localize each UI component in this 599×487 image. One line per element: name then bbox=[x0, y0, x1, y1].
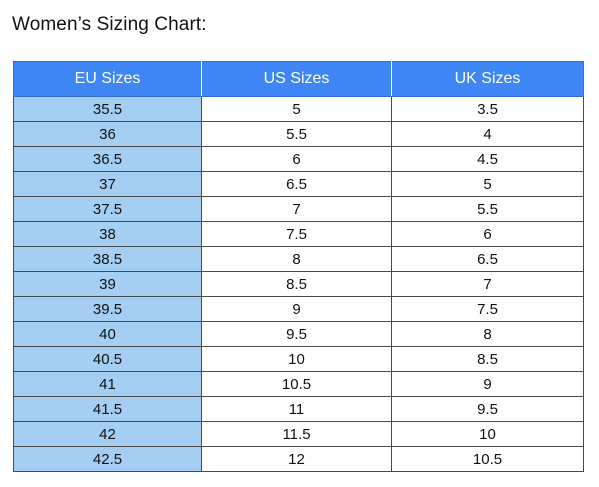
us-size-cell: 6.5 bbox=[201, 171, 392, 197]
us-size-cell: 5.5 bbox=[201, 121, 392, 147]
uk-size-cell: 6.5 bbox=[391, 246, 584, 272]
uk-size-cell: 10.5 bbox=[391, 446, 584, 472]
us-size-cell: 8.5 bbox=[201, 271, 392, 297]
table-row: 36 5.5 4 bbox=[13, 121, 584, 147]
eu-size-cell: 36.5 bbox=[13, 146, 202, 172]
us-size-cell: 6 bbox=[201, 146, 392, 172]
eu-size-cell: 39 bbox=[13, 271, 202, 297]
uk-size-cell: 6 bbox=[391, 221, 584, 247]
us-size-cell: 10.5 bbox=[201, 371, 392, 397]
table-row: 38.5 8 6.5 bbox=[13, 246, 584, 272]
table-row: 40.5 10 8.5 bbox=[13, 346, 584, 372]
table-row: 39.5 9 7.5 bbox=[13, 296, 584, 322]
us-size-cell: 9 bbox=[201, 296, 392, 322]
uk-size-cell: 7.5 bbox=[391, 296, 584, 322]
eu-size-cell: 41 bbox=[13, 371, 202, 397]
us-size-cell: 7 bbox=[201, 196, 392, 222]
uk-size-cell: 5 bbox=[391, 171, 584, 197]
eu-size-cell: 41.5 bbox=[13, 396, 202, 422]
uk-size-cell: 9.5 bbox=[391, 396, 584, 422]
eu-size-cell: 40 bbox=[13, 321, 202, 347]
table-row: 37.5 7 5.5 bbox=[13, 196, 584, 222]
eu-size-cell: 37.5 bbox=[13, 196, 202, 222]
eu-size-cell: 36 bbox=[13, 121, 202, 147]
header-us-sizes: US Sizes bbox=[201, 61, 392, 97]
us-size-cell: 11 bbox=[201, 396, 392, 422]
table-row: 37 6.5 5 bbox=[13, 171, 584, 197]
us-size-cell: 12 bbox=[201, 446, 392, 472]
us-size-cell: 11.5 bbox=[201, 421, 392, 447]
uk-size-cell: 4 bbox=[391, 121, 584, 147]
header-eu-sizes: EU Sizes bbox=[13, 61, 202, 97]
eu-size-cell: 39.5 bbox=[13, 296, 202, 322]
us-size-cell: 8 bbox=[201, 246, 392, 272]
uk-size-cell: 9 bbox=[391, 371, 584, 397]
us-size-cell: 5 bbox=[201, 96, 392, 122]
eu-size-cell: 37 bbox=[13, 171, 202, 197]
uk-size-cell: 3.5 bbox=[391, 96, 584, 122]
table-row: 41 10.5 9 bbox=[13, 371, 584, 397]
sizing-table: EU Sizes US Sizes UK Sizes 35.5 5 3.5 36… bbox=[13, 61, 584, 472]
header-uk-sizes: UK Sizes bbox=[391, 61, 584, 97]
table-row: 41.5 11 9.5 bbox=[13, 396, 584, 422]
eu-size-cell: 42 bbox=[13, 421, 202, 447]
uk-size-cell: 7 bbox=[391, 271, 584, 297]
eu-size-cell: 38.5 bbox=[13, 246, 202, 272]
uk-size-cell: 10 bbox=[391, 421, 584, 447]
uk-size-cell: 5.5 bbox=[391, 196, 584, 222]
us-size-cell: 7.5 bbox=[201, 221, 392, 247]
table-row: 40 9.5 8 bbox=[13, 321, 584, 347]
uk-size-cell: 4.5 bbox=[391, 146, 584, 172]
table-row: 39 8.5 7 bbox=[13, 271, 584, 297]
header-row: EU Sizes US Sizes UK Sizes bbox=[13, 61, 584, 97]
table-row: 36.5 6 4.5 bbox=[13, 146, 584, 172]
eu-size-cell: 38 bbox=[13, 221, 202, 247]
page-title: Women’s Sizing Chart: bbox=[12, 14, 207, 35]
table-row: 42 11.5 10 bbox=[13, 421, 584, 447]
us-size-cell: 9.5 bbox=[201, 321, 392, 347]
table-row: 42.5 12 10.5 bbox=[13, 446, 584, 472]
uk-size-cell: 8.5 bbox=[391, 346, 584, 372]
eu-size-cell: 40.5 bbox=[13, 346, 202, 372]
eu-size-cell: 35.5 bbox=[13, 96, 202, 122]
eu-size-cell: 42.5 bbox=[13, 446, 202, 472]
table-row: 35.5 5 3.5 bbox=[13, 96, 584, 122]
us-size-cell: 10 bbox=[201, 346, 392, 372]
uk-size-cell: 8 bbox=[391, 321, 584, 347]
table-row: 38 7.5 6 bbox=[13, 221, 584, 247]
